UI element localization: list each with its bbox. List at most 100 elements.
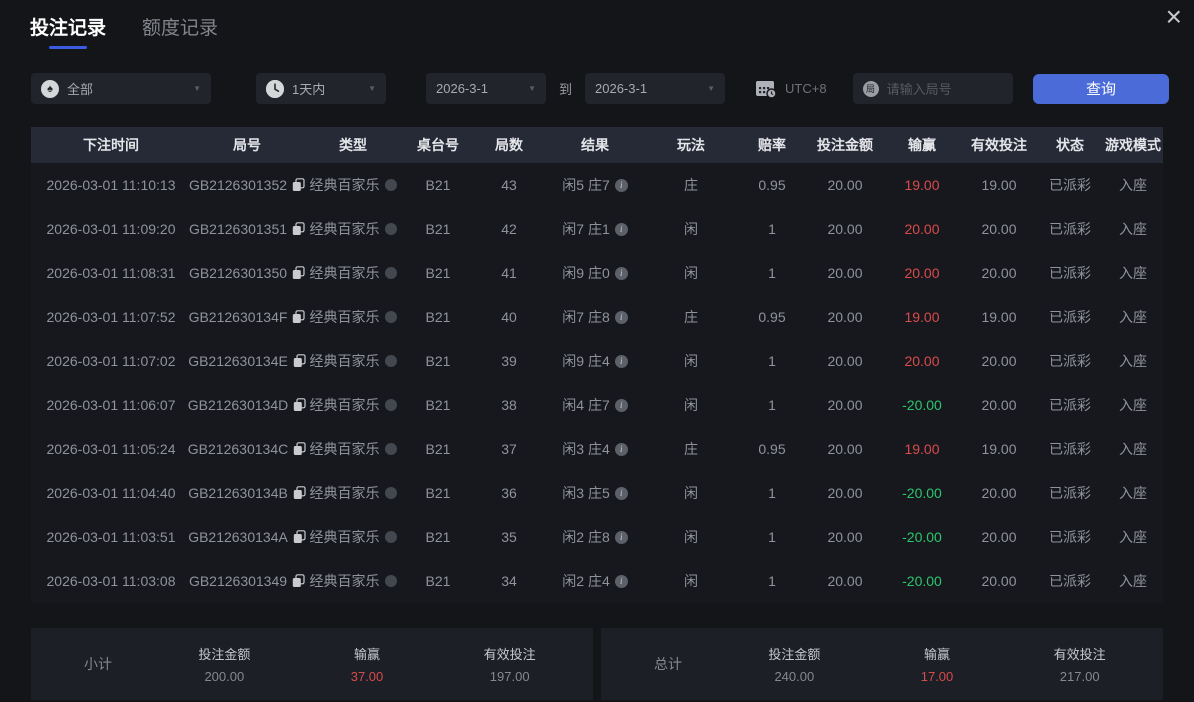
round-icon: 局 bbox=[862, 80, 879, 97]
cell-round-no: 34 bbox=[501, 573, 517, 589]
copy-icon[interactable] bbox=[293, 398, 306, 412]
copy-icon[interactable] bbox=[292, 222, 305, 236]
info-icon[interactable]: i bbox=[614, 354, 628, 368]
round-number-input[interactable]: 局 请输入局号 bbox=[852, 73, 1013, 104]
game-type-text: 经典百家乐 bbox=[309, 397, 380, 413]
round-id-text: GB2126301350 bbox=[188, 265, 288, 281]
video-replay-icon[interactable] bbox=[384, 355, 397, 367]
cell-table-no: B21 bbox=[425, 485, 451, 501]
table-row: 2026-03-01 11:08:31 GB2126301350 经典百家乐 B… bbox=[31, 251, 1163, 295]
info-icon[interactable]: i bbox=[614, 178, 628, 192]
video-replay-icon[interactable] bbox=[384, 311, 397, 323]
cell-bet-time: 2026-03-01 11:03:08 bbox=[46, 573, 176, 589]
cell-game-mode: 入座 bbox=[1119, 485, 1147, 501]
cell-valid-bet: 20.00 bbox=[981, 353, 1017, 369]
info-icon[interactable]: i bbox=[614, 222, 628, 236]
cell-play: 闲 bbox=[684, 573, 698, 589]
info-icon[interactable]: i bbox=[614, 574, 628, 588]
video-replay-icon[interactable] bbox=[384, 531, 397, 543]
cell-result: 闲3 庄5 i bbox=[545, 483, 645, 503]
cell-table-no: B21 bbox=[425, 265, 451, 281]
cell-round-no: 37 bbox=[501, 441, 517, 457]
cell-round-id: GB2126301350 bbox=[188, 265, 305, 281]
round-id-text: GB2126301352 bbox=[188, 177, 288, 193]
cell-bet-amount: 20.00 bbox=[827, 265, 863, 281]
copy-icon[interactable] bbox=[293, 486, 306, 500]
cell-bet-amount: 20.00 bbox=[827, 177, 863, 193]
close-icon[interactable]: × bbox=[1165, 1, 1182, 32]
info-icon[interactable]: i bbox=[614, 398, 628, 412]
round-id-text: GB212630134B bbox=[188, 485, 288, 501]
total-valid-value: 217.00 bbox=[1059, 669, 1100, 684]
copy-icon[interactable] bbox=[292, 574, 305, 588]
cell-round-no: 35 bbox=[501, 529, 517, 545]
game-type-dropdown[interactable]: ♠ 全部 ▼ bbox=[31, 73, 211, 104]
game-type-text: 经典百家乐 bbox=[309, 441, 380, 457]
video-replay-icon[interactable] bbox=[384, 267, 397, 279]
cell-play: 闲 bbox=[684, 485, 698, 501]
cell-round-no: 39 bbox=[501, 353, 517, 369]
info-icon[interactable]: i bbox=[614, 266, 628, 280]
cell-game-mode: 入座 bbox=[1119, 441, 1147, 457]
copy-icon[interactable] bbox=[293, 530, 306, 544]
cell-round-id: GB2126301349 bbox=[188, 573, 305, 589]
calendar-clock-icon[interactable] bbox=[755, 79, 777, 99]
date-to-picker[interactable]: 2026-3-1 ▼ bbox=[585, 73, 726, 104]
video-replay-icon[interactable] bbox=[384, 443, 397, 455]
cell-status: 已派彩 bbox=[1049, 441, 1091, 457]
tab-bar: 投注记录 额度记录 bbox=[30, 13, 218, 49]
tab-bet-records[interactable]: 投注记录 bbox=[30, 13, 106, 49]
cell-result: 闲9 庄0 i bbox=[545, 263, 645, 283]
spade-icon: ♠ bbox=[41, 79, 59, 98]
info-icon[interactable]: i bbox=[614, 486, 628, 500]
time-range-dropdown[interactable]: 1天内 ▼ bbox=[256, 73, 386, 104]
cell-odds: 1 bbox=[768, 221, 776, 237]
cell-result: 闲4 庄7 i bbox=[545, 395, 645, 415]
cell-table-no: B21 bbox=[425, 309, 451, 325]
to-label: 到 bbox=[559, 82, 573, 97]
table-row: 2026-03-01 11:03:51 GB212630134A 经典百家乐 B… bbox=[31, 515, 1163, 559]
column-header: 结果 bbox=[581, 137, 609, 153]
subtotal-valid-label: 有效投注 bbox=[483, 647, 536, 662]
cell-round-no: 42 bbox=[501, 221, 517, 237]
copy-icon[interactable] bbox=[293, 354, 306, 368]
query-button[interactable]: 查询 bbox=[1033, 73, 1169, 104]
cell-play: 闲 bbox=[684, 353, 698, 369]
total-win-label: 输赢 bbox=[924, 647, 951, 662]
video-replay-icon[interactable] bbox=[384, 223, 397, 235]
cell-status: 已派彩 bbox=[1049, 353, 1091, 369]
video-replay-icon[interactable] bbox=[384, 487, 397, 499]
copy-icon[interactable] bbox=[292, 310, 306, 324]
column-header: 局号 bbox=[233, 137, 261, 153]
video-replay-icon[interactable] bbox=[384, 399, 397, 411]
copy-icon[interactable] bbox=[292, 266, 305, 280]
chevron-down-icon: ▼ bbox=[707, 84, 716, 93]
result-text: 闲2 庄4 bbox=[562, 573, 610, 589]
round-id-text: GB212630134D bbox=[187, 397, 289, 413]
date-from-picker[interactable]: 2026-3-1 ▼ bbox=[426, 73, 546, 104]
cell-odds: 1 bbox=[768, 397, 776, 413]
cell-bet-amount: 20.00 bbox=[827, 397, 863, 413]
tab-quota-records[interactable]: 额度记录 bbox=[142, 18, 219, 39]
cell-game-mode: 入座 bbox=[1119, 353, 1147, 369]
video-replay-icon[interactable] bbox=[384, 179, 397, 191]
cell-win-loss: -20.00 bbox=[902, 485, 942, 501]
cell-round-no: 41 bbox=[501, 265, 517, 281]
info-icon[interactable]: i bbox=[614, 442, 628, 456]
cell-round-no: 36 bbox=[501, 485, 517, 501]
info-icon[interactable]: i bbox=[614, 530, 628, 544]
round-id-text: GB2126301349 bbox=[188, 573, 288, 589]
cell-game-mode: 入座 bbox=[1119, 397, 1147, 413]
cell-game-mode: 入座 bbox=[1119, 309, 1147, 325]
cell-game-type: 经典百家乐 bbox=[303, 351, 403, 371]
result-text: 闲9 庄0 bbox=[562, 265, 610, 281]
copy-icon[interactable] bbox=[293, 442, 306, 456]
table-row: 2026-03-01 11:04:40 GB212630134B 经典百家乐 B… bbox=[31, 471, 1163, 515]
video-replay-icon[interactable] bbox=[384, 575, 397, 587]
cell-play: 庄 bbox=[684, 309, 698, 325]
cell-result: 闲9 庄4 i bbox=[545, 351, 645, 371]
cell-play: 闲 bbox=[684, 529, 698, 545]
copy-icon[interactable] bbox=[292, 178, 305, 192]
info-icon[interactable]: i bbox=[614, 310, 628, 324]
time-range-value: 1天内 bbox=[292, 82, 326, 97]
